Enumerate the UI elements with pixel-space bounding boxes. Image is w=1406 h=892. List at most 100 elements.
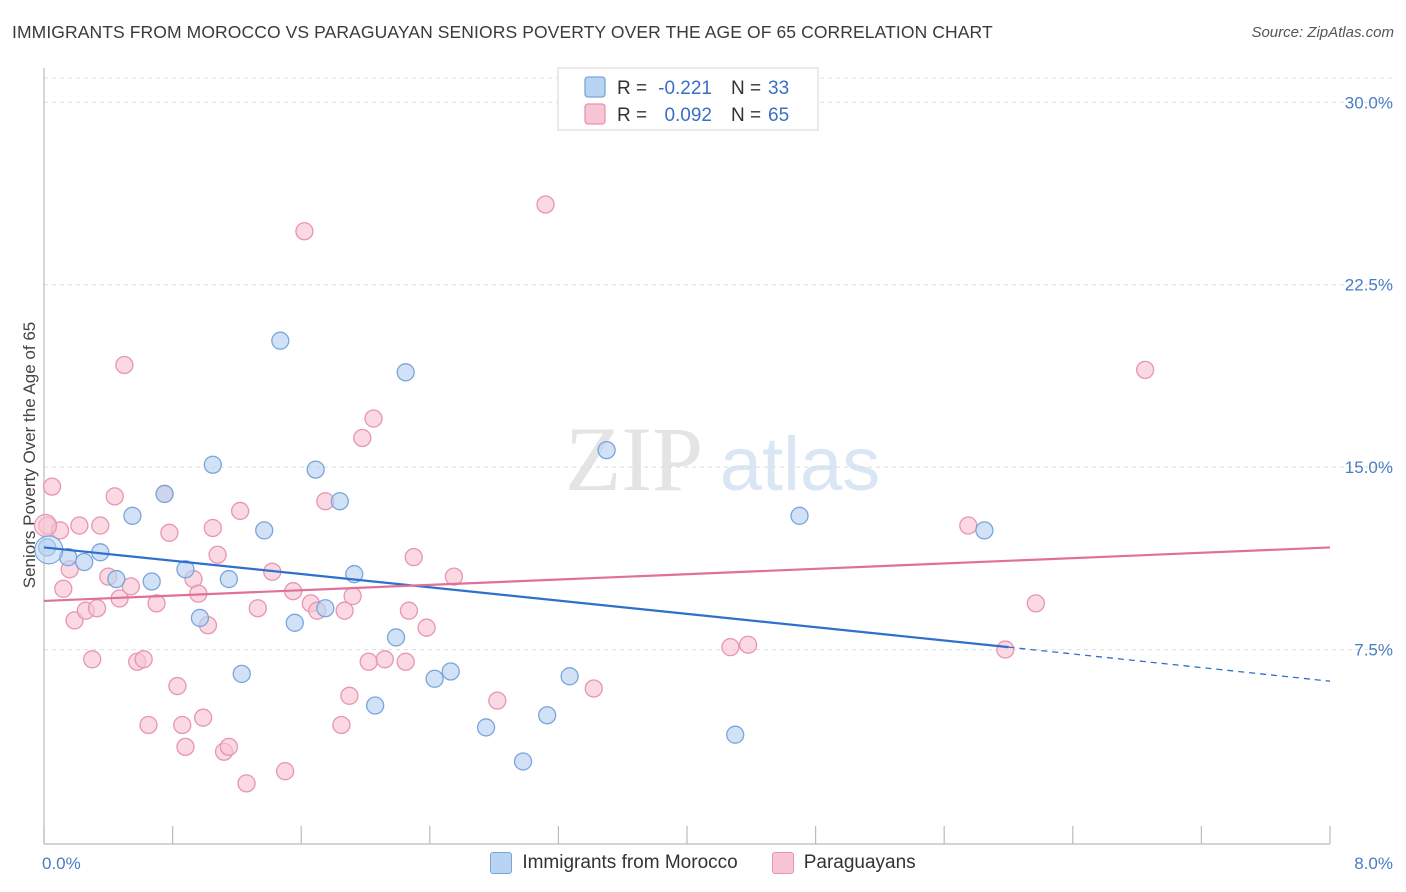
correlation-legend: R = -0.221 N = 33 R = 0.092 N = 65 [557,67,819,131]
morocco-point [726,725,745,744]
morocco-point [396,363,415,382]
legend-swatch-paraguayans [771,852,794,874]
morocco-points [34,331,994,771]
morocco-point [75,552,94,572]
legend-r-label: R = [617,78,647,99]
paraguayans-point [160,523,179,542]
paraguayans-point [1135,360,1155,380]
paraguayans-point [364,409,383,428]
paraguayans-point [721,637,740,657]
morocco-point [476,718,496,737]
morocco-point [123,506,142,525]
x-tick-label-max: 8.0% [1354,854,1393,873]
morocco-point [425,669,444,688]
paraguayans-point [275,762,295,781]
paraguayans-point [173,715,192,735]
morocco-point [190,608,210,628]
paraguayans-point [219,737,239,757]
paraguayans-point [208,545,227,564]
paraguayans-point [340,686,359,705]
morocco-point [316,599,335,618]
paraguayans-point [488,691,507,710]
axes [43,68,1331,845]
y-tick-label: 15.0% [1345,458,1393,477]
paraguayans-point [359,652,378,671]
morocco-point [365,696,385,715]
paraguayans-point [147,594,166,613]
paraguayans-point [444,567,464,586]
morocco-trend-line [43,546,1009,649]
morocco-point [560,667,579,686]
paraguayans-point [536,195,555,214]
watermark-atlas: atlas [720,422,881,507]
paraguayans-point [134,650,153,669]
morocco-point [790,506,809,525]
morocco-point [155,484,174,504]
paraguayans-point [87,599,107,618]
chart-title: IMMIGRANTS FROM MOROCCO VS PARAGUAYAN SE… [12,22,993,42]
legend-item-paraguayans: Paraguayans [771,852,916,874]
paraguayans-point [295,222,314,241]
paraguayans-point [353,428,372,448]
morocco-point [597,440,616,460]
y-tick-label: 30.0% [1345,93,1393,112]
legend-swatch-morocco [490,852,513,874]
x-tick-label-min: 0.0% [42,854,81,873]
legend-n-value: 33 [768,78,789,99]
morocco-point [203,455,222,474]
trend-lines [43,546,1331,682]
morocco-point [142,572,161,591]
paraguayans-trend-line [43,546,1331,603]
source-label: Source: ZipAtlas.com [1251,24,1394,41]
paraguayans-point [176,737,195,757]
bottom-legend: Immigrants from Morocco Paraguayans [0,852,1406,874]
paraguayans-point [91,516,110,535]
paraguayans-point [115,355,134,375]
grid-lines [44,77,1392,651]
paraguayans-point [237,774,256,793]
morocco-point [441,662,460,681]
legend-swatch [584,76,606,98]
paraguayans-point [417,618,436,637]
watermark: ZIP atlas [565,408,880,510]
legend-swatch [584,103,606,125]
paraguayans-point [83,650,102,669]
paraguayans-point [332,715,351,735]
morocco-point [176,560,195,579]
legend-n-value: 65 [768,105,789,126]
legend-n-label: N = [731,78,761,99]
paraguayans-point [54,579,73,598]
paraguayans-point-large [34,513,58,538]
legend-n-label: N = [731,105,761,126]
watermark-zip: ZIP [565,408,703,510]
paraguayans-point [396,652,415,671]
paraguayans-point [996,640,1015,659]
morocco-point [271,331,290,350]
morocco-point [232,664,251,684]
paraguayans-point [248,599,267,618]
morocco-point [219,569,239,589]
morocco-point [975,521,994,540]
legend-label-morocco: Immigrants from Morocco [522,852,738,873]
paraguayans-point [105,487,124,506]
paraguayans-point [343,586,362,606]
legend-label-paraguayans: Paraguayans [803,852,916,873]
morocco-point [386,628,406,647]
paraguayans-point [230,501,250,521]
morocco-trend-extension [1008,646,1331,682]
paraguayans-point [42,477,62,496]
paraguayans-point [70,516,89,535]
legend-r-value: -0.221 [658,78,712,99]
morocco-point [107,569,126,589]
morocco-point [255,521,274,540]
paraguayans-point [1026,594,1045,613]
paraguayans-point [375,650,394,669]
paraguayans-point [193,708,213,727]
paraguayans-point [584,679,603,698]
paraguayans-point [121,577,140,596]
morocco-point [306,460,325,479]
paraguayans-point [959,516,978,535]
morocco-point [537,706,557,725]
y-tick-label: 7.5% [1354,641,1393,660]
